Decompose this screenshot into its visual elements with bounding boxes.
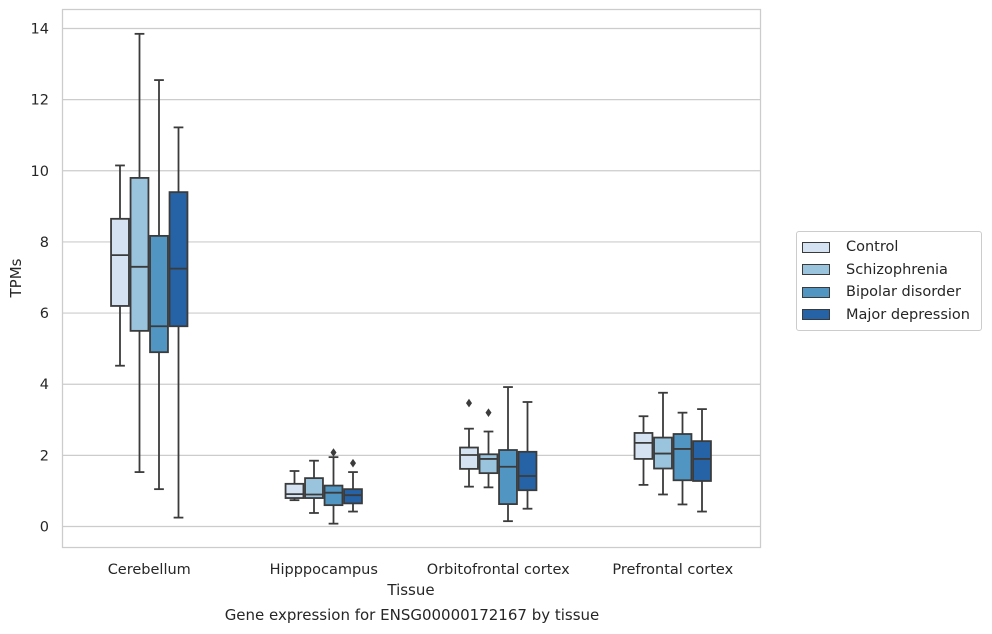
- legend-item: Bipolar disorder: [802, 281, 981, 304]
- legend: Control Schizophrenia Bipolar disorder Majo…: [796, 231, 982, 331]
- box-control: [633, 415, 654, 486]
- outlier-marker: [330, 448, 337, 457]
- box-schizophrenia: [304, 459, 324, 514]
- box-control: [284, 470, 305, 502]
- box-major-depression: [343, 458, 363, 513]
- legend-swatch: [802, 309, 830, 321]
- box-major-depression: [168, 126, 189, 519]
- legend-label: Bipolar disorder: [846, 284, 961, 301]
- y-axis-label: TPMs: [7, 258, 25, 298]
- legend-swatch: [802, 241, 830, 253]
- box-iqr: [343, 488, 363, 505]
- box-iqr: [478, 453, 499, 475]
- box-schizophrenia: [478, 408, 499, 489]
- box-iqr: [459, 446, 479, 470]
- legend-item: Schizophrenia: [802, 259, 981, 282]
- box-control: [110, 164, 130, 367]
- box-control: [459, 398, 479, 488]
- y-tick-label: 14: [31, 22, 49, 38]
- legend-item: Major depression: [802, 304, 981, 327]
- legend-label: Schizophrenia: [846, 261, 948, 278]
- box-iqr: [129, 176, 150, 332]
- x-tick-label: Hipppocampus: [270, 562, 378, 578]
- y-tick-label: 8: [40, 235, 49, 251]
- x-tick-label: Prefrontal cortex: [612, 562, 733, 578]
- legend-swatch: [802, 264, 830, 276]
- legend-label: Control: [846, 239, 899, 256]
- box-major-depression: [517, 401, 538, 510]
- legend-label: Major depression: [846, 306, 970, 323]
- y-tick-label: 6: [40, 306, 49, 322]
- outlier-marker: [465, 398, 473, 408]
- box-bipolar-disorder: [149, 79, 169, 491]
- box-iqr: [110, 217, 130, 307]
- box-iqr: [149, 234, 169, 354]
- box-iqr: [672, 433, 693, 482]
- chart-caption: Gene expression for ENSG00000172167 by t…: [224, 606, 600, 624]
- box-iqr: [498, 449, 518, 505]
- y-tick-label: 10: [31, 164, 49, 180]
- legend-item: Control: [802, 236, 981, 259]
- y-tick-label: 0: [40, 520, 49, 536]
- box-schizophrenia: [653, 391, 673, 496]
- x-tick-labels: Cerebellum Hipppocampus Orbitofrontal cort…: [108, 562, 734, 578]
- box-bipolar-disorder: [498, 386, 518, 523]
- box-bipolar-disorder: [323, 448, 344, 525]
- box-major-depression: [692, 408, 712, 513]
- y-tick-labels: 0 2 4 6 8 10 12 14: [31, 22, 49, 536]
- x-tick-label: Orbitofrontal cortex: [427, 562, 570, 578]
- x-tick-label: Cerebellum: [108, 562, 191, 578]
- y-tick-label: 12: [31, 93, 49, 109]
- box-iqr: [692, 440, 712, 482]
- outlier-marker: [349, 458, 357, 468]
- legend-swatch: [802, 286, 830, 298]
- outlier-marker: [485, 408, 492, 417]
- box-groups: [110, 32, 712, 525]
- box-iqr: [284, 482, 305, 499]
- plot-frame: [61, 8, 762, 549]
- box-iqr: [517, 450, 538, 492]
- box-schizophrenia: [129, 32, 150, 473]
- box-iqr: [168, 191, 189, 328]
- y-tick-label: 2: [40, 448, 49, 464]
- box-bipolar-disorder: [672, 411, 693, 506]
- box-iqr: [323, 484, 344, 507]
- box-iqr: [304, 477, 324, 499]
- box-iqr: [633, 432, 654, 460]
- x-axis-label: Tissue: [386, 581, 434, 599]
- y-tick-label: 4: [40, 377, 49, 393]
